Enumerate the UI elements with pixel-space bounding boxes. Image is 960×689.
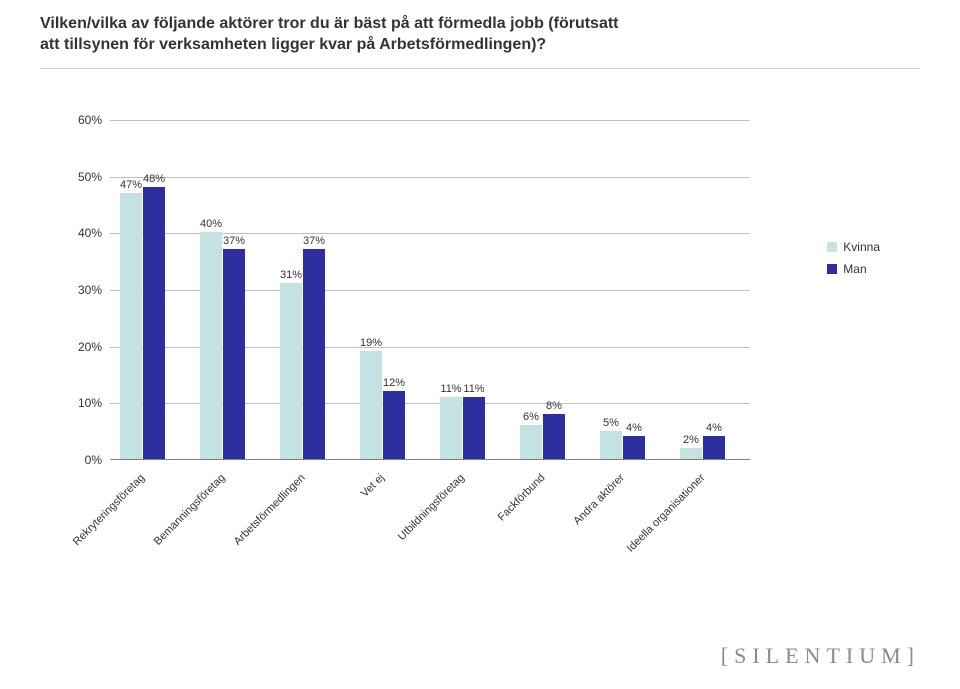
- x-axis-label: Vet ej: [359, 472, 387, 500]
- legend-item-man: Man: [827, 262, 880, 276]
- x-axis-label: Rekryteringsföretag: [71, 472, 147, 548]
- bar: [623, 436, 645, 459]
- bar: [223, 249, 245, 459]
- chart-legend: Kvinna Man: [827, 240, 880, 284]
- bar-value-label: 48%: [134, 173, 174, 185]
- y-axis-label: 50%: [60, 170, 102, 184]
- bar-value-label: 37%: [294, 235, 334, 247]
- legend-label-kvinna: Kvinna: [843, 240, 880, 254]
- x-axis-label: Fackförbund: [496, 472, 548, 524]
- bar-value-label: 8%: [534, 400, 574, 412]
- bar: [280, 283, 302, 459]
- y-axis-label: 40%: [60, 226, 102, 240]
- x-axis-label: Bemanningsföretag: [151, 472, 227, 548]
- bar: [600, 431, 622, 459]
- silentium-logo: [SILENTIUM]: [721, 643, 920, 669]
- bar: [200, 232, 222, 459]
- legend-label-man: Man: [843, 262, 866, 276]
- chart-title-line1: Vilken/vilka av följande aktörer tror du…: [40, 14, 920, 35]
- chart-area: 0%10%20%30%40%50%60%47%48%Rekryteringsfö…: [60, 120, 880, 550]
- bar-value-label: 4%: [694, 422, 734, 434]
- legend-item-kvinna: Kvinna: [827, 240, 880, 254]
- y-axis-label: 30%: [60, 283, 102, 297]
- bar-value-label: 19%: [351, 337, 391, 349]
- bar: [303, 249, 325, 459]
- bar-value-label: 4%: [614, 422, 654, 434]
- x-axis-label: Ideella organisationer: [624, 472, 707, 555]
- bar: [680, 448, 702, 459]
- bar-value-label: 11%: [454, 383, 494, 395]
- bar: [463, 397, 485, 459]
- y-axis-label: 20%: [60, 340, 102, 354]
- x-axis-label: Utbildningsföretag: [396, 472, 467, 543]
- chart-plot: 0%10%20%30%40%50%60%47%48%Rekryteringsfö…: [110, 120, 750, 460]
- bar: [440, 397, 462, 459]
- bar: [520, 425, 542, 459]
- bar: [360, 351, 382, 459]
- bar: [143, 187, 165, 459]
- bar-value-label: 40%: [191, 218, 231, 230]
- legend-swatch-kvinna: [827, 242, 837, 252]
- bar-value-label: 37%: [214, 235, 254, 247]
- legend-swatch-man: [827, 264, 837, 274]
- bar: [543, 414, 565, 459]
- y-axis-label: 60%: [60, 113, 102, 127]
- bar: [383, 391, 405, 459]
- chart-title-block: Vilken/vilka av följande aktörer tror du…: [0, 0, 960, 62]
- gridline: [110, 177, 750, 178]
- x-axis-label: Arbetsförmedlingen: [231, 472, 307, 548]
- chart-title-line2: att tillsynen för verksamheten ligger kv…: [40, 35, 920, 56]
- x-axis-label: Andra aktörer: [572, 472, 628, 528]
- y-axis-label: 10%: [60, 396, 102, 410]
- bar: [703, 436, 725, 459]
- title-underline: [40, 68, 920, 69]
- y-axis-label: 0%: [60, 453, 102, 467]
- bar: [120, 193, 142, 459]
- bar-value-label: 12%: [374, 377, 414, 389]
- gridline: [110, 120, 750, 121]
